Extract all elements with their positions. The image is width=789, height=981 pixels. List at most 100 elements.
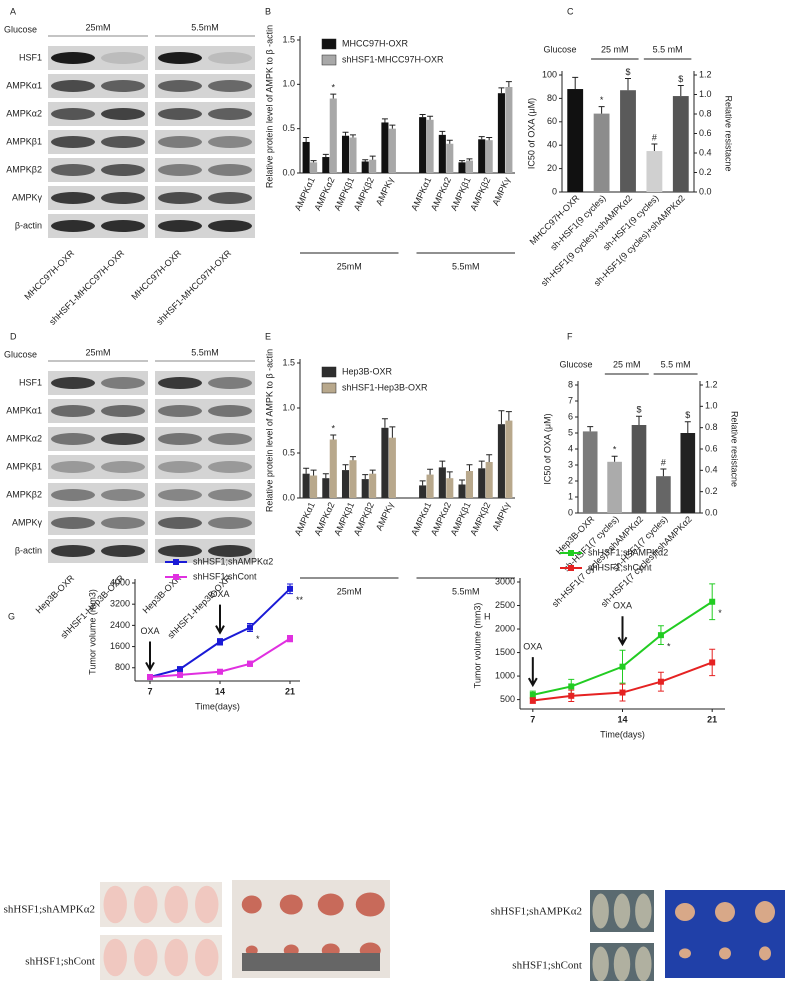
blot-band [101, 164, 145, 176]
event-label: OXA [613, 601, 632, 611]
tumor [241, 895, 262, 914]
legend-swatch [321, 382, 337, 394]
row-label: HSF1 [19, 377, 42, 387]
error-bar [505, 81, 512, 87]
point [177, 671, 183, 678]
y-tick-label: 1500 [495, 647, 515, 657]
bar [310, 475, 318, 498]
bar [458, 162, 466, 173]
legend-label: MHCC97H-OXR [342, 38, 409, 48]
blot-band [101, 136, 145, 148]
y-tick-label: 2500 [495, 600, 515, 610]
error-bar [439, 130, 446, 135]
bar [593, 113, 610, 192]
blot-strip [48, 455, 148, 479]
tumor [317, 893, 344, 916]
legend-marker [568, 565, 574, 571]
error-bar [389, 124, 396, 129]
bar [329, 439, 337, 498]
point [709, 659, 716, 666]
error-bar [330, 434, 337, 440]
bar [438, 467, 446, 498]
error-bar [611, 455, 618, 462]
blot-band [208, 489, 252, 501]
y-tick-label: 0.5 [282, 447, 295, 457]
y-axis-label: IC50 of OXA (μM) [542, 413, 552, 484]
blot-band [158, 489, 202, 501]
significance-mark: * [600, 95, 604, 105]
y2-tick-label: 0.8 [705, 422, 718, 432]
error-bar [362, 474, 369, 480]
y-tick-label: 0 [568, 507, 573, 517]
y2-tick-label: 1.2 [705, 379, 718, 389]
blot-band [51, 433, 95, 445]
error-bar [598, 106, 605, 114]
blot-band [101, 52, 145, 64]
y-tick-label: 3000 [495, 576, 515, 586]
legend-swatch [321, 366, 337, 378]
mouse [164, 885, 188, 924]
group-label: 25mM [337, 261, 362, 271]
mouse [592, 946, 609, 981]
panel-letter: E [265, 331, 271, 341]
y-tick-label: 2000 [495, 623, 515, 633]
bar [361, 161, 369, 173]
header-group: 25 mM [601, 44, 629, 54]
point [529, 691, 536, 698]
blot-band [208, 108, 252, 120]
significance-mark: # [661, 457, 666, 467]
point [217, 638, 223, 645]
blot-band [51, 220, 95, 232]
bar [302, 141, 310, 173]
error-bar [381, 418, 388, 428]
blot-band [51, 545, 95, 557]
bar [582, 431, 598, 513]
error-bar [677, 85, 684, 97]
y-tick-label: 4 [568, 443, 573, 453]
tumor [719, 947, 731, 960]
row-label: AMPKα1 [6, 405, 42, 415]
point [619, 663, 626, 670]
error-bar [498, 87, 505, 94]
y2-tick-label: 0.0 [699, 186, 712, 196]
row-label: HSF1 [19, 52, 42, 62]
error-bar [303, 467, 310, 474]
legend-label: shHSF1;shCont [588, 562, 652, 572]
error-bar [342, 464, 349, 471]
photo-label: shHSF1;shCont [512, 960, 582, 972]
y2-tick-label: 0.2 [699, 167, 712, 177]
y-tick-label: 3200 [110, 599, 130, 609]
blot-band [158, 517, 202, 529]
x-axis-label: Time(days) [195, 701, 240, 711]
x-tick-label: 21 [707, 714, 717, 724]
row-label: AMPKα2 [6, 108, 42, 118]
glucose-label: Glucose [4, 24, 37, 34]
mouse [134, 938, 158, 977]
point [709, 598, 716, 605]
photo-label: shHSF1;shAMPKα2 [4, 904, 95, 916]
row-label: AMPKβ1 [6, 136, 42, 146]
significance-mark: $ [636, 405, 641, 415]
bar [349, 460, 357, 498]
error-bar [369, 469, 376, 474]
error-bar [342, 131, 349, 136]
error-bar [369, 155, 376, 160]
significance-mark: * [613, 445, 617, 455]
bar [369, 159, 377, 173]
error-bar [478, 136, 485, 140]
error-bar [587, 426, 594, 432]
significance-mark: $ [625, 67, 630, 77]
y-tick-label: 20 [547, 163, 557, 173]
significance-mark: # [652, 132, 657, 142]
bar [465, 471, 474, 498]
tumor [679, 948, 691, 959]
panel-letter: H [484, 611, 491, 621]
row-label: AMPKβ1 [6, 461, 42, 471]
y-axis-label: IC50 of OXA (μM) [526, 98, 536, 169]
blot-band [51, 80, 95, 92]
y2-tick-label: 1.0 [699, 89, 712, 99]
point [247, 660, 253, 667]
significance-mark: $ [678, 74, 683, 84]
y2-tick-label: 0.6 [699, 128, 712, 138]
error-bar [498, 410, 505, 425]
